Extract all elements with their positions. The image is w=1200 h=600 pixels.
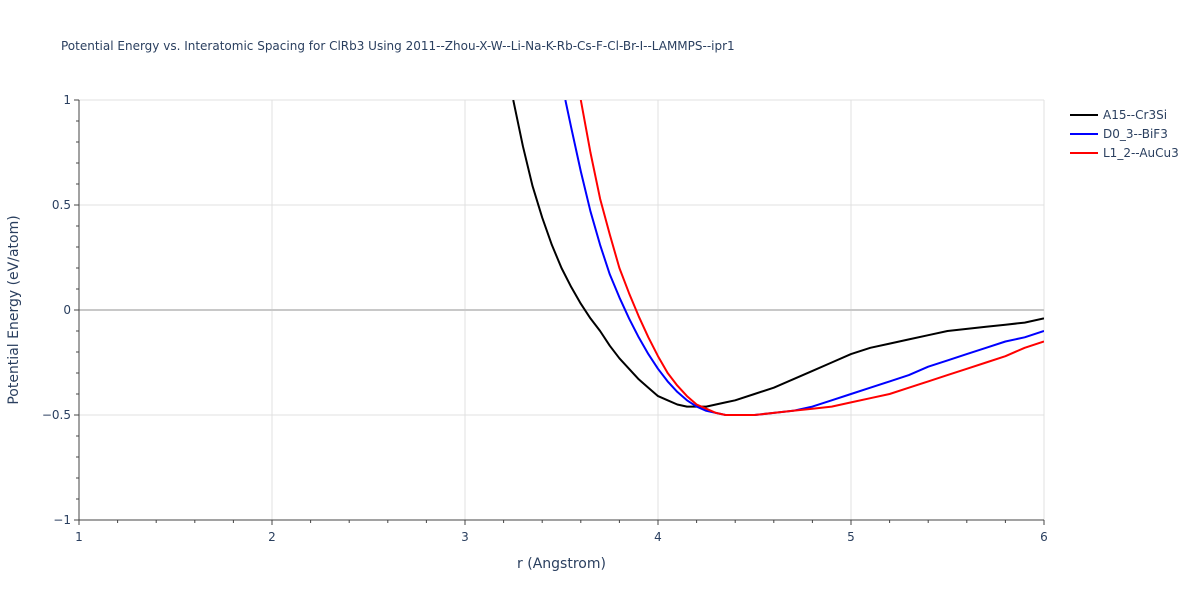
legend-item[interactable]: A15--Cr3Si	[1070, 108, 1167, 122]
legend-label: L1_2--AuCu3	[1103, 146, 1179, 160]
series-group	[512, 100, 1044, 416]
x-axis-title: r (Angstrom)	[517, 556, 606, 572]
legend[interactable]: A15--Cr3Si D0_3--BiF3 L1_2--AuCu3	[1070, 108, 1179, 160]
x-tick-label: 3	[461, 530, 469, 544]
y-tick-label: 0.5	[52, 198, 71, 212]
y-axis-title: Potential Energy (eV/atom)	[6, 215, 22, 404]
legend-item[interactable]: L1_2--AuCu3	[1070, 146, 1179, 160]
y-tick-label: −0.5	[42, 408, 71, 422]
series-line-1	[512, 100, 1044, 408]
legend-label: D0_3--BiF3	[1103, 127, 1168, 141]
x-tick-label: 4	[654, 530, 662, 544]
y-tick-label: 0	[63, 303, 71, 317]
y-tick-label: −1	[53, 513, 71, 527]
chart-title: Potential Energy vs. Interatomic Spacing…	[61, 39, 735, 53]
y-ticks: 1 0.5 0 −0.5 −1	[42, 93, 79, 527]
x-tick-label: 6	[1040, 530, 1048, 544]
x-ticks: 1 2 3 4 5 6	[75, 520, 1048, 544]
x-tick-label: 1	[75, 530, 83, 544]
y-tick-label: 1	[63, 93, 71, 107]
x-tick-label: 2	[268, 530, 276, 544]
x-tick-label: 5	[847, 530, 855, 544]
series-line-3	[579, 100, 1044, 416]
legend-label: A15--Cr3Si	[1103, 108, 1167, 122]
legend-item[interactable]: D0_3--BiF3	[1070, 127, 1168, 141]
